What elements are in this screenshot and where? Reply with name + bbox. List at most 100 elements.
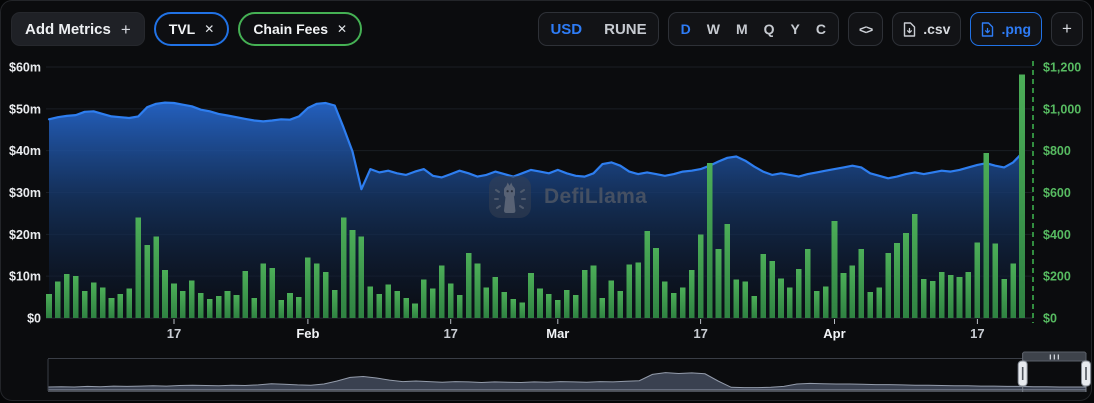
fees-bar bbox=[430, 288, 436, 318]
fees-bar bbox=[519, 302, 525, 318]
minimap-drag-bar[interactable] bbox=[1022, 351, 1087, 362]
fees-bar bbox=[331, 289, 338, 318]
fees-bar bbox=[992, 243, 998, 318]
fees-bar bbox=[715, 249, 722, 318]
fees-bar bbox=[1010, 263, 1016, 318]
file-download-icon bbox=[904, 21, 916, 37]
fees-bar bbox=[912, 214, 918, 318]
fees-bar bbox=[198, 292, 204, 318]
toolbar-right: USD RUNE D W M Q Y C <> .csv bbox=[538, 12, 1083, 46]
fees-bar bbox=[742, 281, 749, 318]
metric-pill-label: TVL bbox=[168, 21, 196, 37]
fees-bar bbox=[322, 272, 329, 318]
fees-bar bbox=[456, 295, 463, 318]
period-option-m[interactable]: M bbox=[735, 21, 748, 37]
left-axis-label: $30m bbox=[9, 186, 41, 200]
download-csv-button[interactable]: .csv bbox=[892, 12, 962, 46]
fees-bar bbox=[108, 298, 115, 318]
fees-bar bbox=[581, 269, 588, 318]
metric-pill-chain-fees[interactable]: Chain Fees ✕ bbox=[238, 12, 363, 46]
fees-bar bbox=[269, 267, 275, 318]
fees-bar bbox=[421, 279, 427, 318]
fees-bar bbox=[903, 232, 909, 318]
fees-bar bbox=[528, 273, 534, 318]
fees-bar bbox=[831, 220, 838, 318]
fees-bar bbox=[171, 283, 177, 318]
fees-bar bbox=[180, 290, 186, 318]
period-option-q[interactable]: Q bbox=[763, 21, 775, 37]
fees-bar bbox=[733, 279, 740, 318]
fees-bar bbox=[956, 277, 963, 318]
fees-bar bbox=[653, 247, 659, 318]
fees-bar bbox=[305, 257, 311, 318]
fees-bar bbox=[376, 293, 383, 318]
add-chart-button[interactable]: + bbox=[1051, 12, 1083, 46]
close-icon[interactable]: ✕ bbox=[337, 22, 348, 36]
fees-bar bbox=[135, 217, 142, 318]
fees-bar bbox=[90, 282, 97, 318]
currency-option-usd[interactable]: USD bbox=[550, 20, 583, 38]
fees-bar bbox=[260, 263, 266, 318]
fees-bar bbox=[546, 293, 552, 318]
add-metrics-label: Add Metrics bbox=[25, 20, 111, 38]
fees-bar bbox=[340, 217, 347, 318]
fees-bar bbox=[242, 270, 249, 318]
fees-bar bbox=[822, 286, 829, 318]
fees-bar bbox=[617, 290, 624, 318]
add-metrics-button[interactable]: Add Metrics + bbox=[11, 12, 145, 46]
watermark: DefiLlama bbox=[488, 175, 647, 219]
fees-bar bbox=[439, 265, 445, 318]
fees-bar bbox=[680, 287, 686, 318]
minimap-handle-right[interactable] bbox=[1081, 360, 1091, 387]
fees-bar bbox=[492, 277, 499, 318]
fees-bar bbox=[697, 234, 704, 318]
close-icon[interactable]: ✕ bbox=[204, 22, 215, 36]
fees-bar bbox=[858, 249, 865, 318]
minimap-handle-left[interactable] bbox=[1017, 360, 1028, 387]
fees-bars-group bbox=[46, 74, 1025, 318]
right-axis-label: $1,200 bbox=[1043, 61, 1081, 75]
period-option-c[interactable]: C bbox=[815, 21, 827, 37]
period-toggle: D W M Q Y C bbox=[667, 12, 840, 46]
fees-bar bbox=[849, 265, 856, 318]
watermark-text: DefiLlama bbox=[544, 185, 648, 208]
x-axis-label: 17 bbox=[167, 326, 181, 341]
fees-bar bbox=[608, 280, 615, 318]
embed-code-button[interactable]: <> bbox=[848, 12, 884, 46]
fees-bar bbox=[894, 242, 900, 318]
fees-bar bbox=[394, 290, 400, 318]
fees-bar bbox=[706, 163, 713, 318]
fees-bar bbox=[769, 261, 775, 318]
fees-bar bbox=[635, 262, 641, 318]
fees-bar bbox=[563, 289, 570, 318]
period-option-y[interactable]: Y bbox=[790, 21, 800, 37]
period-option-d[interactable]: D bbox=[680, 21, 691, 37]
fees-bar bbox=[751, 296, 757, 318]
left-axis-label: $20m bbox=[9, 228, 41, 242]
plot-area[interactable] bbox=[46, 67, 1033, 318]
fees-bar bbox=[162, 269, 168, 318]
left-axis-label: $50m bbox=[9, 102, 41, 116]
fees-bar bbox=[965, 272, 972, 318]
fees-bar bbox=[590, 265, 597, 318]
fees-bar bbox=[555, 300, 561, 318]
metric-pill-tvl[interactable]: TVL ✕ bbox=[153, 12, 230, 46]
fees-bar bbox=[215, 296, 222, 318]
fees-bar bbox=[644, 231, 650, 318]
fees-bar bbox=[760, 254, 766, 318]
left-axis-label: $0 bbox=[27, 312, 41, 326]
period-option-w[interactable]: W bbox=[706, 21, 720, 37]
fees-bar bbox=[599, 298, 606, 318]
toolbar-left: Add Metrics + TVL ✕ Chain Fees ✕ bbox=[11, 12, 363, 46]
currency-option-rune[interactable]: RUNE bbox=[604, 20, 647, 38]
download-png-button[interactable]: .png bbox=[970, 12, 1042, 46]
fees-bar bbox=[287, 292, 293, 318]
fees-bar bbox=[447, 283, 454, 318]
right-axis-label: $0 bbox=[1043, 312, 1057, 326]
fees-bar bbox=[99, 287, 106, 318]
fees-bar bbox=[787, 287, 793, 318]
fees-bar bbox=[796, 269, 802, 318]
plus-icon: + bbox=[120, 19, 131, 39]
